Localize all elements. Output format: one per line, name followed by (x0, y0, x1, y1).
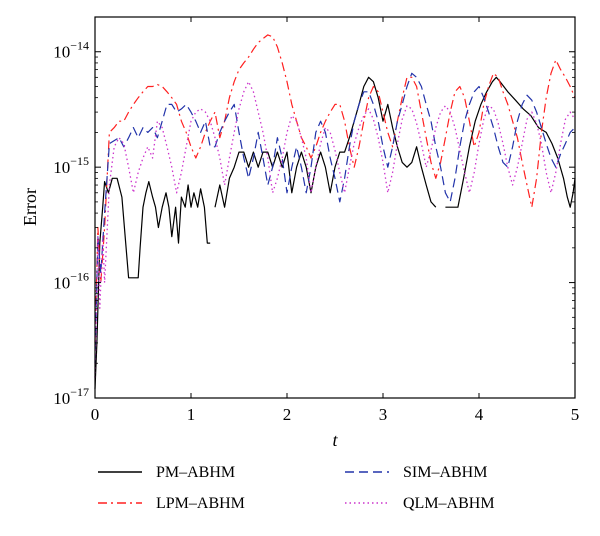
x-tick-label: 3 (379, 405, 388, 424)
series-line-3 (94, 34, 576, 343)
legend-label: SIM–ABHM (403, 464, 487, 481)
series-line-4 (94, 72, 576, 364)
plot-frame (94, 16, 576, 399)
y-tick-label: 10−14 (53, 39, 89, 62)
x-tick-label: 0 (91, 405, 100, 424)
x-tick-label: 1 (187, 405, 196, 424)
x-tick-label: 2 (283, 405, 292, 424)
series-layer (94, 34, 576, 389)
x-axis-title: t (332, 430, 338, 450)
series-line-0 (94, 177, 211, 389)
legend: PM–ABHM SIM–ABHM LPM–ABHM QLM–ABHM (98, 464, 495, 512)
y-axis-title: Error (20, 188, 40, 226)
legend-label: PM–ABHM (156, 464, 235, 481)
tick-layer: 0 1 2 3 4 5 10−17 10−16 10−15 10−14 (53, 16, 580, 424)
x-tick-label: 4 (475, 405, 484, 424)
legend-label: LPM–ABHM (156, 495, 245, 512)
series-line-5 (94, 81, 576, 378)
legend-label: QLM–ABHM (403, 495, 495, 512)
y-tick-label: 10−17 (53, 385, 89, 408)
y-tick-label: 10−15 (53, 154, 89, 177)
x-tick-label: 5 (571, 405, 580, 424)
y-tick-label: 10−16 (53, 270, 89, 293)
series-line-2 (445, 76, 576, 208)
series-line-1 (214, 76, 437, 208)
